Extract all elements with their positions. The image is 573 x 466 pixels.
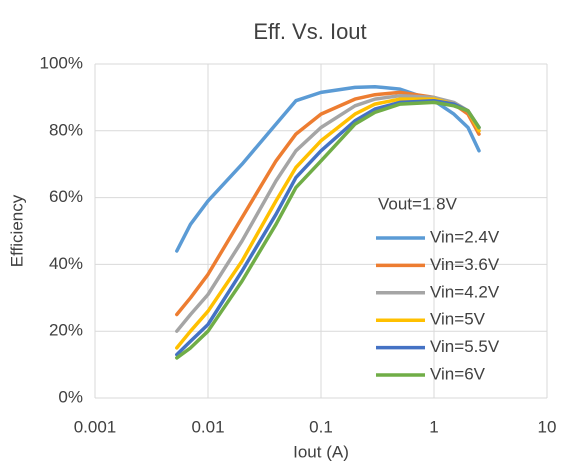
x-tick-label: 10 [538,417,557,436]
series-line [175,84,481,253]
legend-label: Vin=5.5V [430,337,500,356]
legend-label: Vin=6V [430,364,486,383]
x-tick-label: 0.001 [74,417,117,436]
x-tick-label: 0.01 [191,417,224,436]
chart-title: Eff. Vs. Iout [253,19,366,44]
y-tick-label: 80% [49,120,83,139]
series-line [175,100,481,360]
y-tick-label: 60% [49,187,83,206]
legend-label: Vin=4.2V [430,282,500,301]
x-axis-label: Iout (A) [293,442,349,461]
y-tick-label: 100% [40,53,83,72]
y-axis-label: Efficiency [7,194,26,267]
y-tick-label: 0% [58,387,83,406]
x-tick-label: 1 [429,417,438,436]
y-tick-label: 20% [49,321,83,340]
legend-label: Vin=5V [430,310,486,329]
legend-label: Vin=2.4V [430,227,500,246]
x-tick-label: 0.1 [309,417,333,436]
y-tick-label: 40% [49,254,83,273]
legend-title: Vout=1.8V [378,194,458,213]
legend-label: Vin=3.6V [430,255,500,274]
